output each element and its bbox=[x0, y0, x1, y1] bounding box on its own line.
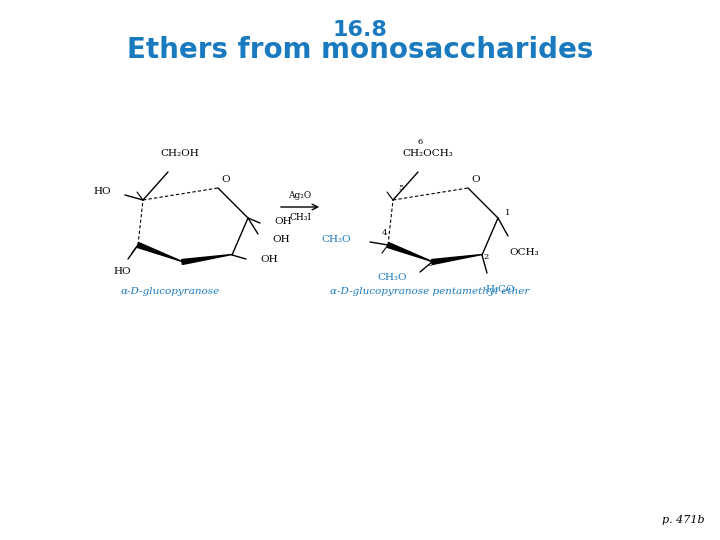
Text: 4: 4 bbox=[382, 229, 387, 237]
Polygon shape bbox=[137, 242, 182, 261]
Text: 6: 6 bbox=[418, 138, 423, 146]
Text: Ag₂O: Ag₂O bbox=[289, 192, 312, 200]
Text: p. 471b: p. 471b bbox=[662, 515, 705, 525]
Text: 5: 5 bbox=[398, 184, 404, 192]
Text: OH: OH bbox=[272, 235, 289, 245]
Text: H₃CO: H₃CO bbox=[485, 285, 515, 294]
Text: 16.8: 16.8 bbox=[333, 20, 387, 40]
Text: CH₃O: CH₃O bbox=[377, 273, 407, 282]
Text: Ethers from monosaccharides: Ethers from monosaccharides bbox=[127, 36, 593, 64]
Text: 3: 3 bbox=[427, 260, 433, 268]
Text: CH₃I: CH₃I bbox=[289, 213, 311, 222]
Polygon shape bbox=[181, 254, 232, 265]
Text: CH₂OH: CH₂OH bbox=[161, 150, 199, 159]
Text: 2: 2 bbox=[483, 253, 489, 261]
Text: 1: 1 bbox=[505, 209, 510, 217]
Text: CH₂OCH₃: CH₂OCH₃ bbox=[402, 150, 454, 159]
Text: O: O bbox=[222, 174, 230, 184]
Text: OCH₃: OCH₃ bbox=[509, 248, 539, 257]
Text: HO: HO bbox=[94, 187, 111, 197]
Text: HO: HO bbox=[113, 267, 131, 276]
Text: OH: OH bbox=[260, 255, 278, 265]
Polygon shape bbox=[432, 254, 482, 265]
Text: α-D-glucopyranose: α-D-glucopyranose bbox=[120, 287, 220, 296]
Text: α-D-glucopyranose pentamethyl ether: α-D-glucopyranose pentamethyl ether bbox=[330, 287, 530, 296]
Polygon shape bbox=[387, 242, 432, 261]
Text: CH₃O: CH₃O bbox=[321, 235, 351, 245]
Text: OH: OH bbox=[274, 218, 292, 226]
Text: O: O bbox=[472, 174, 480, 184]
